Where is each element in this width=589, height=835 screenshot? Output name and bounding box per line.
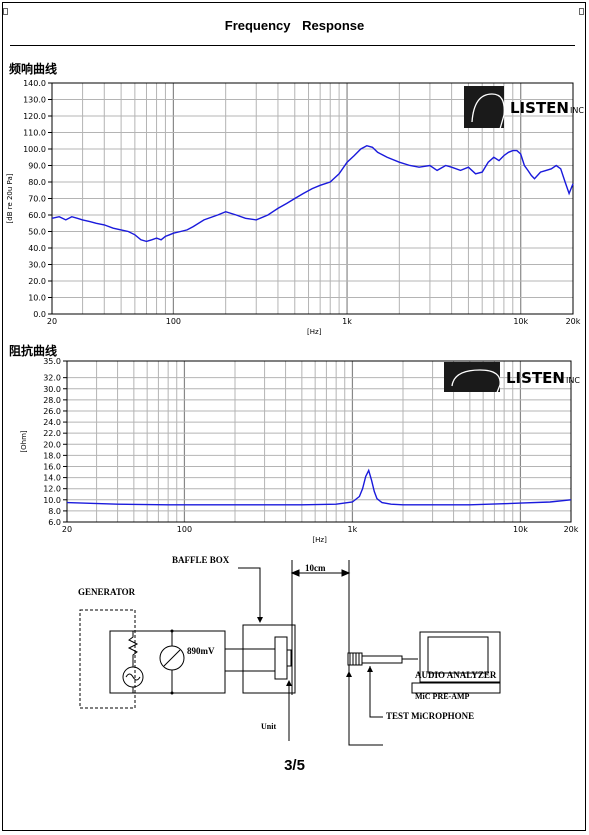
voltmeter-symbol xyxy=(159,645,185,671)
y-tick-label: 28.0 xyxy=(43,396,61,405)
y-tick-label: 140.0 xyxy=(23,79,46,88)
y-tick-label: 30.0 xyxy=(43,385,61,394)
y-tick-label: 70.0 xyxy=(28,195,46,204)
page-number: 3/5 xyxy=(284,757,305,774)
y-tick-label: 32.0 xyxy=(43,374,61,383)
logo-text: LISTEN xyxy=(510,99,569,117)
distance-label: 10cm xyxy=(305,563,326,573)
corner-mark xyxy=(3,8,8,15)
x-tick-label: 100 xyxy=(166,317,181,326)
y-tick-label: 100.0 xyxy=(23,145,46,154)
y-axis-label: [dB re 20u Pa] xyxy=(6,173,14,223)
audio-analyzer-box xyxy=(419,631,501,683)
logo-text: LISTEN xyxy=(506,369,565,387)
logo-suffix: INC xyxy=(566,376,580,385)
logo-suffix: INC xyxy=(570,106,584,115)
x-tick-label: 20 xyxy=(47,317,57,326)
y-tick-label: 110.0 xyxy=(23,129,46,138)
corner-mark xyxy=(579,8,584,15)
mic-preamp-label: MiC PRE-AMP xyxy=(415,692,470,701)
y-tick-label: 0.0 xyxy=(33,310,46,319)
generator-label: GENERATOR xyxy=(78,587,136,597)
unit-label: Unit xyxy=(261,722,276,731)
y-tick-label: 12.0 xyxy=(43,485,61,494)
signal-wire xyxy=(109,630,226,694)
x-axis-label: [Hz] xyxy=(307,328,322,336)
audio-analyzer-label: AUDIO ANALYZER xyxy=(415,670,497,680)
x-tick-label: 1k xyxy=(342,317,352,326)
y-tick-label: 120.0 xyxy=(23,112,46,121)
x-tick-label: 20 xyxy=(62,525,72,534)
y-tick-label: 14.0 xyxy=(43,474,61,483)
y-tick-label: 26.0 xyxy=(43,407,61,416)
document-title: Frequency Response xyxy=(224,18,365,33)
logo-mark xyxy=(464,86,504,128)
y-tick-label: 20.0 xyxy=(43,440,61,449)
test-microphone-label: TEST MiCROPHONE xyxy=(386,711,474,721)
resistor-symbol xyxy=(127,631,139,663)
x-tick-label: 1k xyxy=(348,525,358,534)
y-tick-label: 24.0 xyxy=(43,418,61,427)
speaker-unit xyxy=(274,636,288,680)
baffle-box-label: BAFFLE BOX xyxy=(172,555,230,565)
y-tick-label: 10.0 xyxy=(43,496,61,505)
x-axis-label: [Hz] xyxy=(312,536,327,544)
plot-frame xyxy=(51,82,574,315)
y-tick-label: 22.0 xyxy=(43,429,61,438)
y-tick-label: 130.0 xyxy=(23,96,46,105)
plot-frame xyxy=(66,360,572,523)
y-tick-label: 35.0 xyxy=(43,357,61,366)
y-tick-label: 18.0 xyxy=(43,451,61,460)
impedance-chart: 6.0 8.0 10.0 12.0 14.0 16.0 18.0 20.0 22.0 24.0 26… xyxy=(20,357,580,544)
baffle-box xyxy=(242,624,296,694)
x-tick-label: 10k xyxy=(513,317,528,326)
x-tick-label: 100 xyxy=(177,525,192,534)
test-setup-diagram: BAFFLE BOX GENERATOR 10cm 890mV AUDIO AN… xyxy=(78,555,501,746)
x-tick-label: 20k xyxy=(566,317,581,326)
y-tick-label: 40.0 xyxy=(28,244,46,253)
series-line xyxy=(51,144,574,243)
logo-mark xyxy=(444,362,500,392)
frequency-chart-title: 频响曲线 xyxy=(9,62,58,76)
x-tick-label: 10k xyxy=(513,525,528,534)
y-tick-label: 90.0 xyxy=(28,162,46,171)
y-tick-label: 16.0 xyxy=(43,462,61,471)
logo-face-icon xyxy=(451,369,501,396)
y-tick-label: 80.0 xyxy=(28,178,46,187)
y-tick-label: 10.0 xyxy=(28,294,46,303)
voltage-label: 890mV xyxy=(187,646,215,656)
y-axis-label: [Ohm] xyxy=(20,430,28,452)
series-line xyxy=(66,468,572,506)
title-rule xyxy=(10,45,575,46)
y-tick-label: 50.0 xyxy=(28,228,46,237)
y-tick-label: 8.0 xyxy=(48,507,61,516)
x-tick-label: 20k xyxy=(564,525,579,534)
generator-box xyxy=(79,609,136,709)
y-tick-label: 20.0 xyxy=(28,277,46,286)
y-tick-label: 30.0 xyxy=(28,261,46,270)
logo-face-icon xyxy=(471,93,505,130)
y-tick-label: 6.0 xyxy=(48,518,61,527)
frequency-response-chart: 0.0 10.0 20.0 30.0 40.0 50.0 60.0 70.0 80.0 90.0 1… xyxy=(6,79,584,336)
y-tick-label: 60.0 xyxy=(28,211,46,220)
impedance-chart-title: 阻抗曲线 xyxy=(9,344,58,358)
